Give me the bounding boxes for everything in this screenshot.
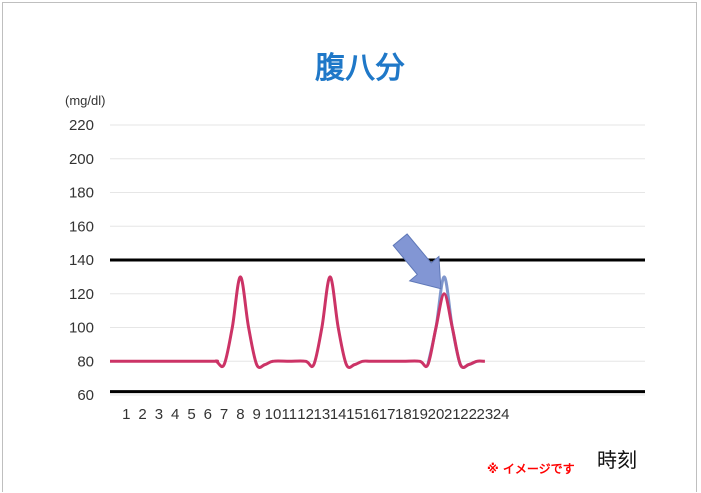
x-tick-17: 17 (379, 406, 396, 423)
image-note: ※ イメージです (487, 462, 575, 476)
y-tick-120: 120 (69, 286, 94, 303)
chart-title: 腹八分 (315, 51, 405, 86)
x-tick-23: 23 (477, 406, 494, 423)
y-tick-160: 160 (69, 218, 94, 235)
y-tick-60: 60 (77, 387, 94, 404)
y-axis-unit-label: (mg/dl) (65, 93, 105, 108)
y-tick-140: 140 (69, 252, 94, 269)
x-tick-22: 22 (460, 406, 477, 423)
x-tick-11: 11 (282, 406, 298, 423)
y-tick-220: 220 (69, 117, 94, 134)
x-tick-14: 14 (330, 406, 347, 423)
reference-lines (110, 258, 645, 394)
y-tick-80: 80 (77, 353, 94, 370)
x-tick-13: 13 (314, 406, 331, 423)
x-tick-2: 2 (138, 406, 146, 423)
x-tick-1: 1 (122, 406, 130, 423)
arrow-shape (392, 233, 442, 290)
y-tick-labels: 60 80 100 120 140 160 180 200 220 (69, 117, 94, 404)
x-axis-title: 時刻 (597, 448, 637, 472)
x-tick-15: 15 (346, 406, 363, 423)
x-tick-24: 24 (493, 406, 510, 423)
y-tick-200: 200 (69, 151, 94, 168)
x-tick-20: 20 (428, 406, 445, 423)
y-tick-100: 100 (69, 320, 94, 337)
x-tick-3: 3 (155, 406, 163, 423)
x-tick-5: 5 (187, 406, 195, 423)
x-tick-10: 10 (265, 406, 282, 423)
x-tick-8: 8 (236, 406, 244, 423)
x-tick-9: 9 (253, 406, 261, 423)
x-tick-6: 6 (204, 406, 212, 423)
x-tick-21: 21 (444, 406, 461, 423)
x-tick-16: 16 (362, 406, 379, 423)
x-tick-12: 12 (297, 406, 314, 423)
series-line-1 (110, 275, 485, 369)
arrow-annotation (392, 233, 442, 290)
x-tick-4: 4 (171, 406, 179, 423)
y-tick-180: 180 (69, 185, 94, 202)
x-tick-labels: 1 2 3 4 5 6 7 8 9 10 11 12 13 14 15 16 17 18 19 20 21 22 23 24 (122, 406, 509, 423)
series-lines (110, 275, 485, 369)
x-tick-7: 7 (220, 406, 228, 423)
x-tick-18: 18 (395, 406, 412, 423)
x-tick-19: 19 (411, 406, 428, 423)
